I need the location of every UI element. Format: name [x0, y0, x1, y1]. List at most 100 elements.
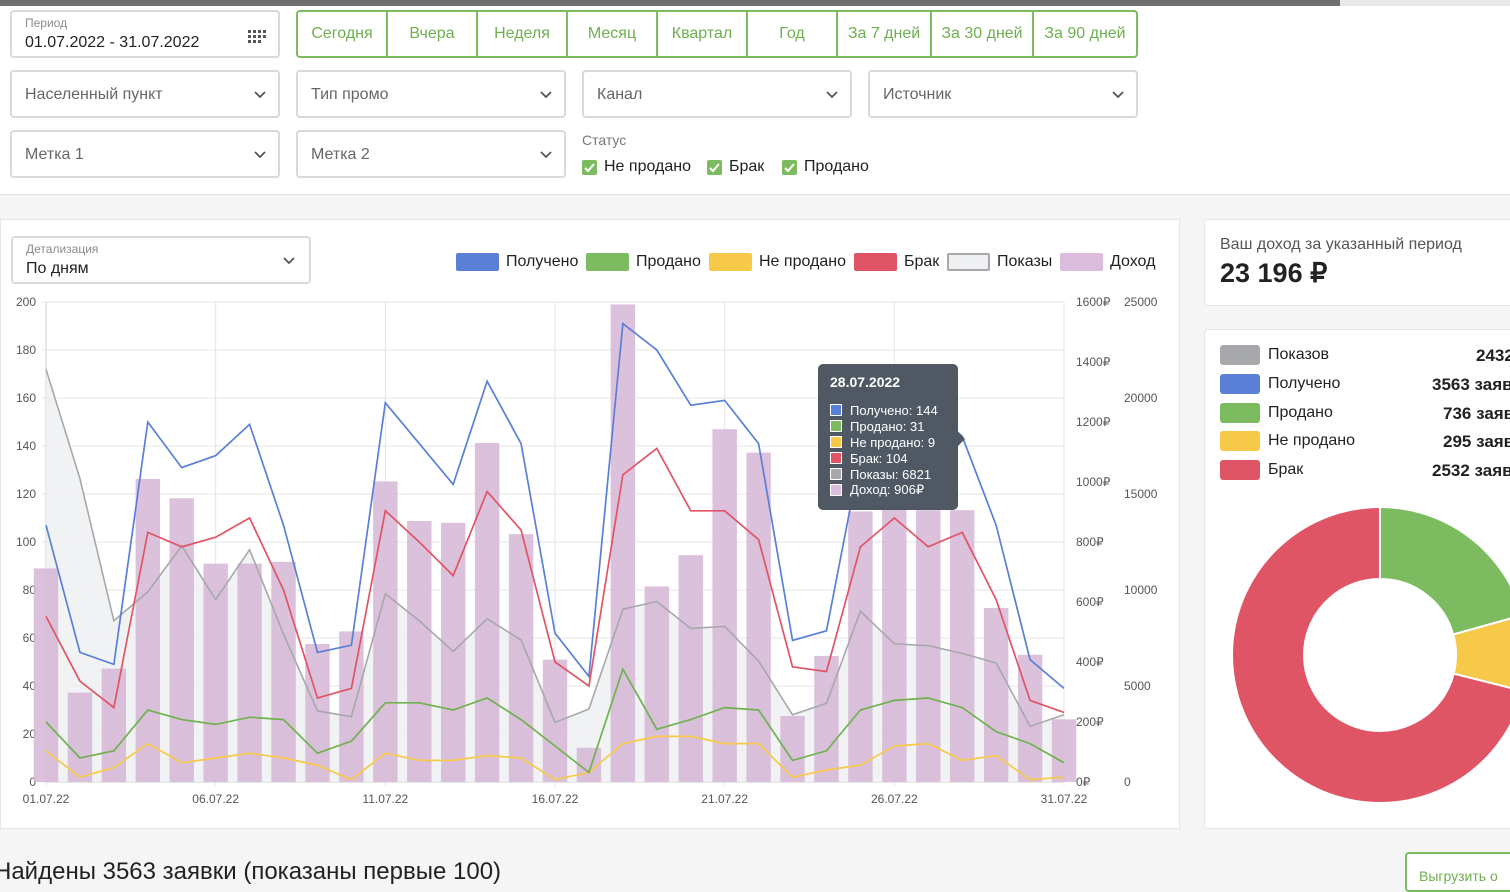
calendar-icon [248, 30, 266, 43]
legend-swatch [586, 253, 629, 271]
y-income-tick: 1000₽ [1076, 475, 1111, 489]
y-income-tick: 0₽ [1076, 775, 1091, 789]
y-income-tick: 800₽ [1076, 535, 1104, 549]
checkbox-checked-icon [782, 159, 797, 175]
export-button[interactable]: Выгрузить о [1405, 852, 1510, 892]
quick-range-yesterday[interactable]: Вчера [388, 12, 478, 56]
tag2-select[interactable]: Метка 2 [296, 130, 566, 178]
tooltip-text: Продано: 31 [850, 418, 925, 434]
tooltip-title: 28.07.2022 [830, 374, 901, 390]
tag1-select[interactable]: Метка 1 [10, 130, 280, 178]
quick-range-month[interactable]: Месяц [568, 12, 658, 56]
detail-select[interactable]: Детализация По дням [11, 236, 311, 284]
donut-slice[interactable] [1451, 615, 1510, 691]
summary-value: 3563 заяв [1432, 375, 1510, 394]
tooltip-text: Не продано: 9 [850, 434, 936, 450]
status-sold-checkbox[interactable]: Продано [782, 158, 869, 176]
tooltip-text: Получено: 144 [850, 402, 938, 418]
quick-range-today[interactable]: Сегодня [298, 12, 388, 56]
tooltip-swatch [830, 420, 842, 432]
status-defect-label: Брак [729, 158, 765, 175]
x-tick: 21.07.22 [701, 792, 748, 806]
income-bar [508, 534, 534, 782]
tag2-label: Метка 2 [311, 146, 370, 163]
legend-swatch [456, 253, 499, 271]
legend-label: Брак [904, 253, 940, 270]
y-left-tick: 160 [16, 391, 36, 405]
tooltip-swatch [830, 484, 842, 496]
y-views-tick: 20000 [1124, 391, 1158, 405]
income-bar [1051, 719, 1077, 782]
income-bar [271, 561, 296, 782]
x-tick: 26.07.22 [871, 792, 918, 806]
checkbox-checked-icon [707, 159, 722, 175]
results-count: Найдены 3563 заявки (показаны первые 100… [0, 858, 502, 885]
y-left-tick: 140 [16, 439, 36, 453]
summary-value: 2532 заяв [1432, 461, 1510, 480]
donut-slice[interactable] [1231, 505, 1510, 804]
city-select[interactable]: Населенный пункт [10, 70, 280, 118]
summary-swatch [1220, 374, 1260, 394]
quick-range-30-days[interactable]: За 30 дней [932, 12, 1034, 56]
source-label: Источник [883, 86, 952, 103]
quick-range-7-days[interactable]: За 7 дней [838, 12, 932, 56]
summary-name: Получено [1268, 375, 1341, 392]
income-bar [610, 304, 636, 782]
period-value: 01.07.2022 - 31.07.2022 [25, 34, 200, 51]
legend-defect[interactable]: Брак [854, 251, 939, 273]
status-defect-checkbox[interactable]: Брак [707, 158, 764, 176]
summary-row-sold: Продано 736 заяв [1220, 403, 1510, 423]
status-not-sold-checkbox[interactable]: Не продано [582, 158, 691, 176]
y-income-tick: 1200₽ [1076, 415, 1111, 429]
donut-slice[interactable] [1379, 505, 1510, 636]
chevron-down-icon [1112, 91, 1124, 99]
checkbox-checked-icon [582, 159, 597, 175]
income-bar [746, 452, 771, 782]
promo-type-select[interactable]: Тип промо [296, 70, 566, 118]
summary-name: Брак [1268, 461, 1304, 478]
income-bar [407, 521, 432, 782]
y-income-tick: 600₽ [1076, 595, 1104, 609]
income-bar [135, 479, 161, 782]
legend-swatch [1060, 253, 1103, 271]
legend-sold[interactable]: Продано [586, 251, 701, 273]
income-bar [474, 443, 500, 782]
source-select[interactable]: Источник [868, 70, 1138, 118]
tooltip-text: Брак: 104 [850, 450, 908, 466]
x-tick: 01.07.22 [23, 792, 70, 806]
legend-swatch [709, 253, 752, 271]
legend-label: Продано [636, 253, 701, 270]
quick-range-quarter[interactable]: Квартал [658, 12, 748, 56]
period-picker[interactable]: Период 01.07.2022 - 31.07.2022 [10, 10, 280, 58]
daily-chart[interactable]: 0 20 40 60 80 100 120 140 160 180 200 01.07.22 06.07… [0, 0, 1180, 830]
summary-row-not-sold: Не продано 295 заяв [1220, 431, 1510, 451]
status-donut-chart[interactable] [1205, 480, 1510, 829]
income-bar [67, 692, 93, 782]
y-views-tick: 5000 [1124, 679, 1151, 693]
y-left-tick: 100 [16, 535, 36, 549]
legend-income[interactable]: Доход [1060, 251, 1155, 273]
quick-range-year[interactable]: Год [748, 12, 838, 56]
income-bar [33, 568, 59, 782]
quick-range-90-days[interactable]: За 90 дней [1044, 25, 1126, 42]
detail-label: Детализация [26, 242, 99, 256]
y-income-tick: 1600₽ [1076, 295, 1111, 309]
y-income-tick: 200₽ [1076, 715, 1104, 729]
channel-select[interactable]: Канал [582, 70, 852, 118]
summary-swatch [1220, 345, 1260, 365]
quick-range-group: Сегодня Вчера Неделя Месяц Квартал Год З… [296, 10, 1138, 58]
chevron-down-icon [254, 151, 266, 159]
legend-not-sold[interactable]: Не продано [709, 251, 846, 273]
tooltip-row: Показы: 6821 [830, 466, 946, 482]
chart-tooltip: 28.07.2022 Получено: 144 Продано: 31 Не … [818, 364, 965, 510]
filters-panel: Период 01.07.2022 - 31.07.2022 Сегодня В… [0, 6, 1510, 195]
quick-range-week[interactable]: Неделя [478, 12, 568, 56]
legend-swatch [947, 253, 990, 271]
status-not-sold-label: Не продано [604, 158, 691, 175]
summary-value: 2432 [1476, 346, 1510, 365]
summary-value: 736 заяв [1443, 404, 1510, 423]
legend-views[interactable]: Показы [947, 251, 1052, 273]
income-value: 23 196 ₽ [1220, 258, 1328, 288]
chevron-down-icon [254, 91, 266, 99]
legend-received[interactable]: Получено [456, 251, 578, 273]
